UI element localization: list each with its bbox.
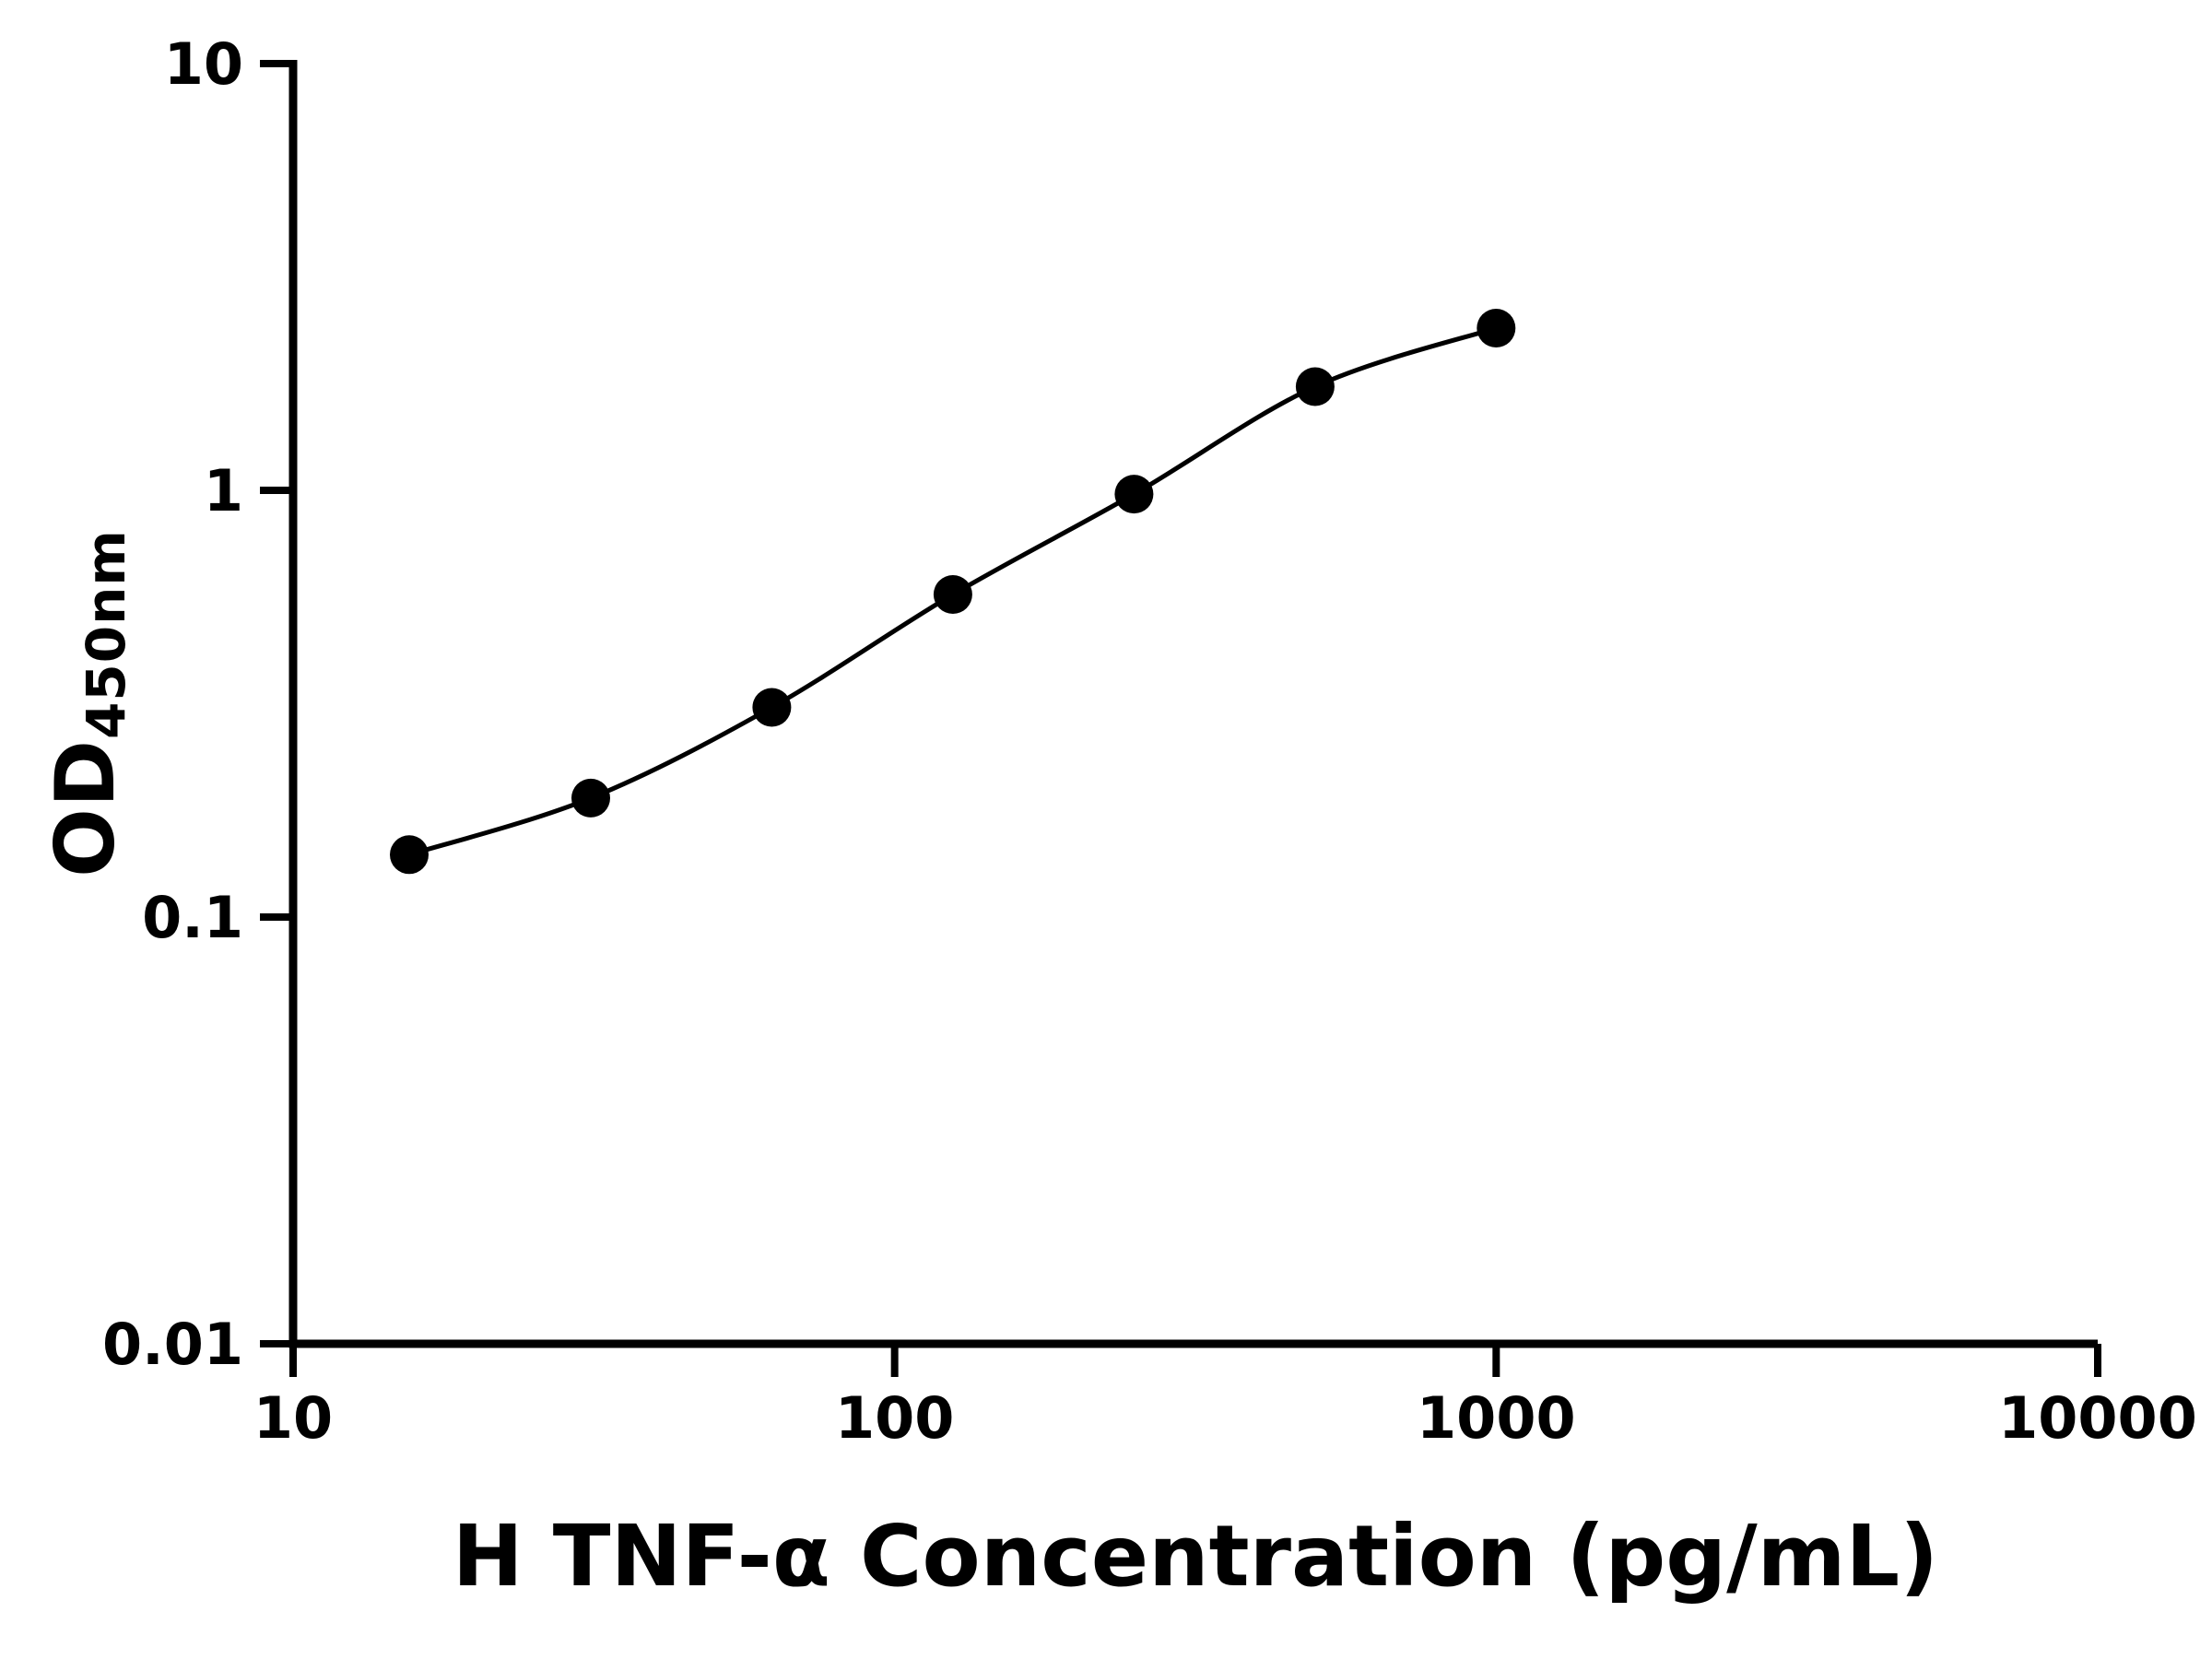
data-point	[752, 688, 792, 727]
y-axis-title-main: OD	[38, 738, 133, 877]
data-point	[933, 575, 972, 614]
y-axis-title-subscript: 450nm	[75, 529, 137, 739]
y-tick-label: 1	[204, 457, 243, 524]
data-point	[1114, 475, 1154, 514]
data-point	[1477, 309, 1516, 347]
y-axis-title: OD450nm	[38, 529, 137, 877]
data-point	[1295, 367, 1335, 406]
axis-spines	[288, 60, 2098, 1348]
data-point	[571, 778, 610, 818]
data-point	[390, 835, 429, 875]
x-tick-label: 1000	[1417, 1384, 1576, 1452]
y-tick-label: 0.01	[102, 1311, 243, 1378]
y-tick-label: 0.1	[142, 884, 243, 951]
x-tick-label: 10	[253, 1384, 333, 1452]
x-axis-title: H TNF-α Concentration (pg/mL)	[452, 1507, 1939, 1606]
x-tick-label: 10000	[1998, 1384, 2197, 1452]
x-tick-label: 100	[835, 1384, 954, 1452]
y-tick-label: 10	[164, 30, 243, 98]
